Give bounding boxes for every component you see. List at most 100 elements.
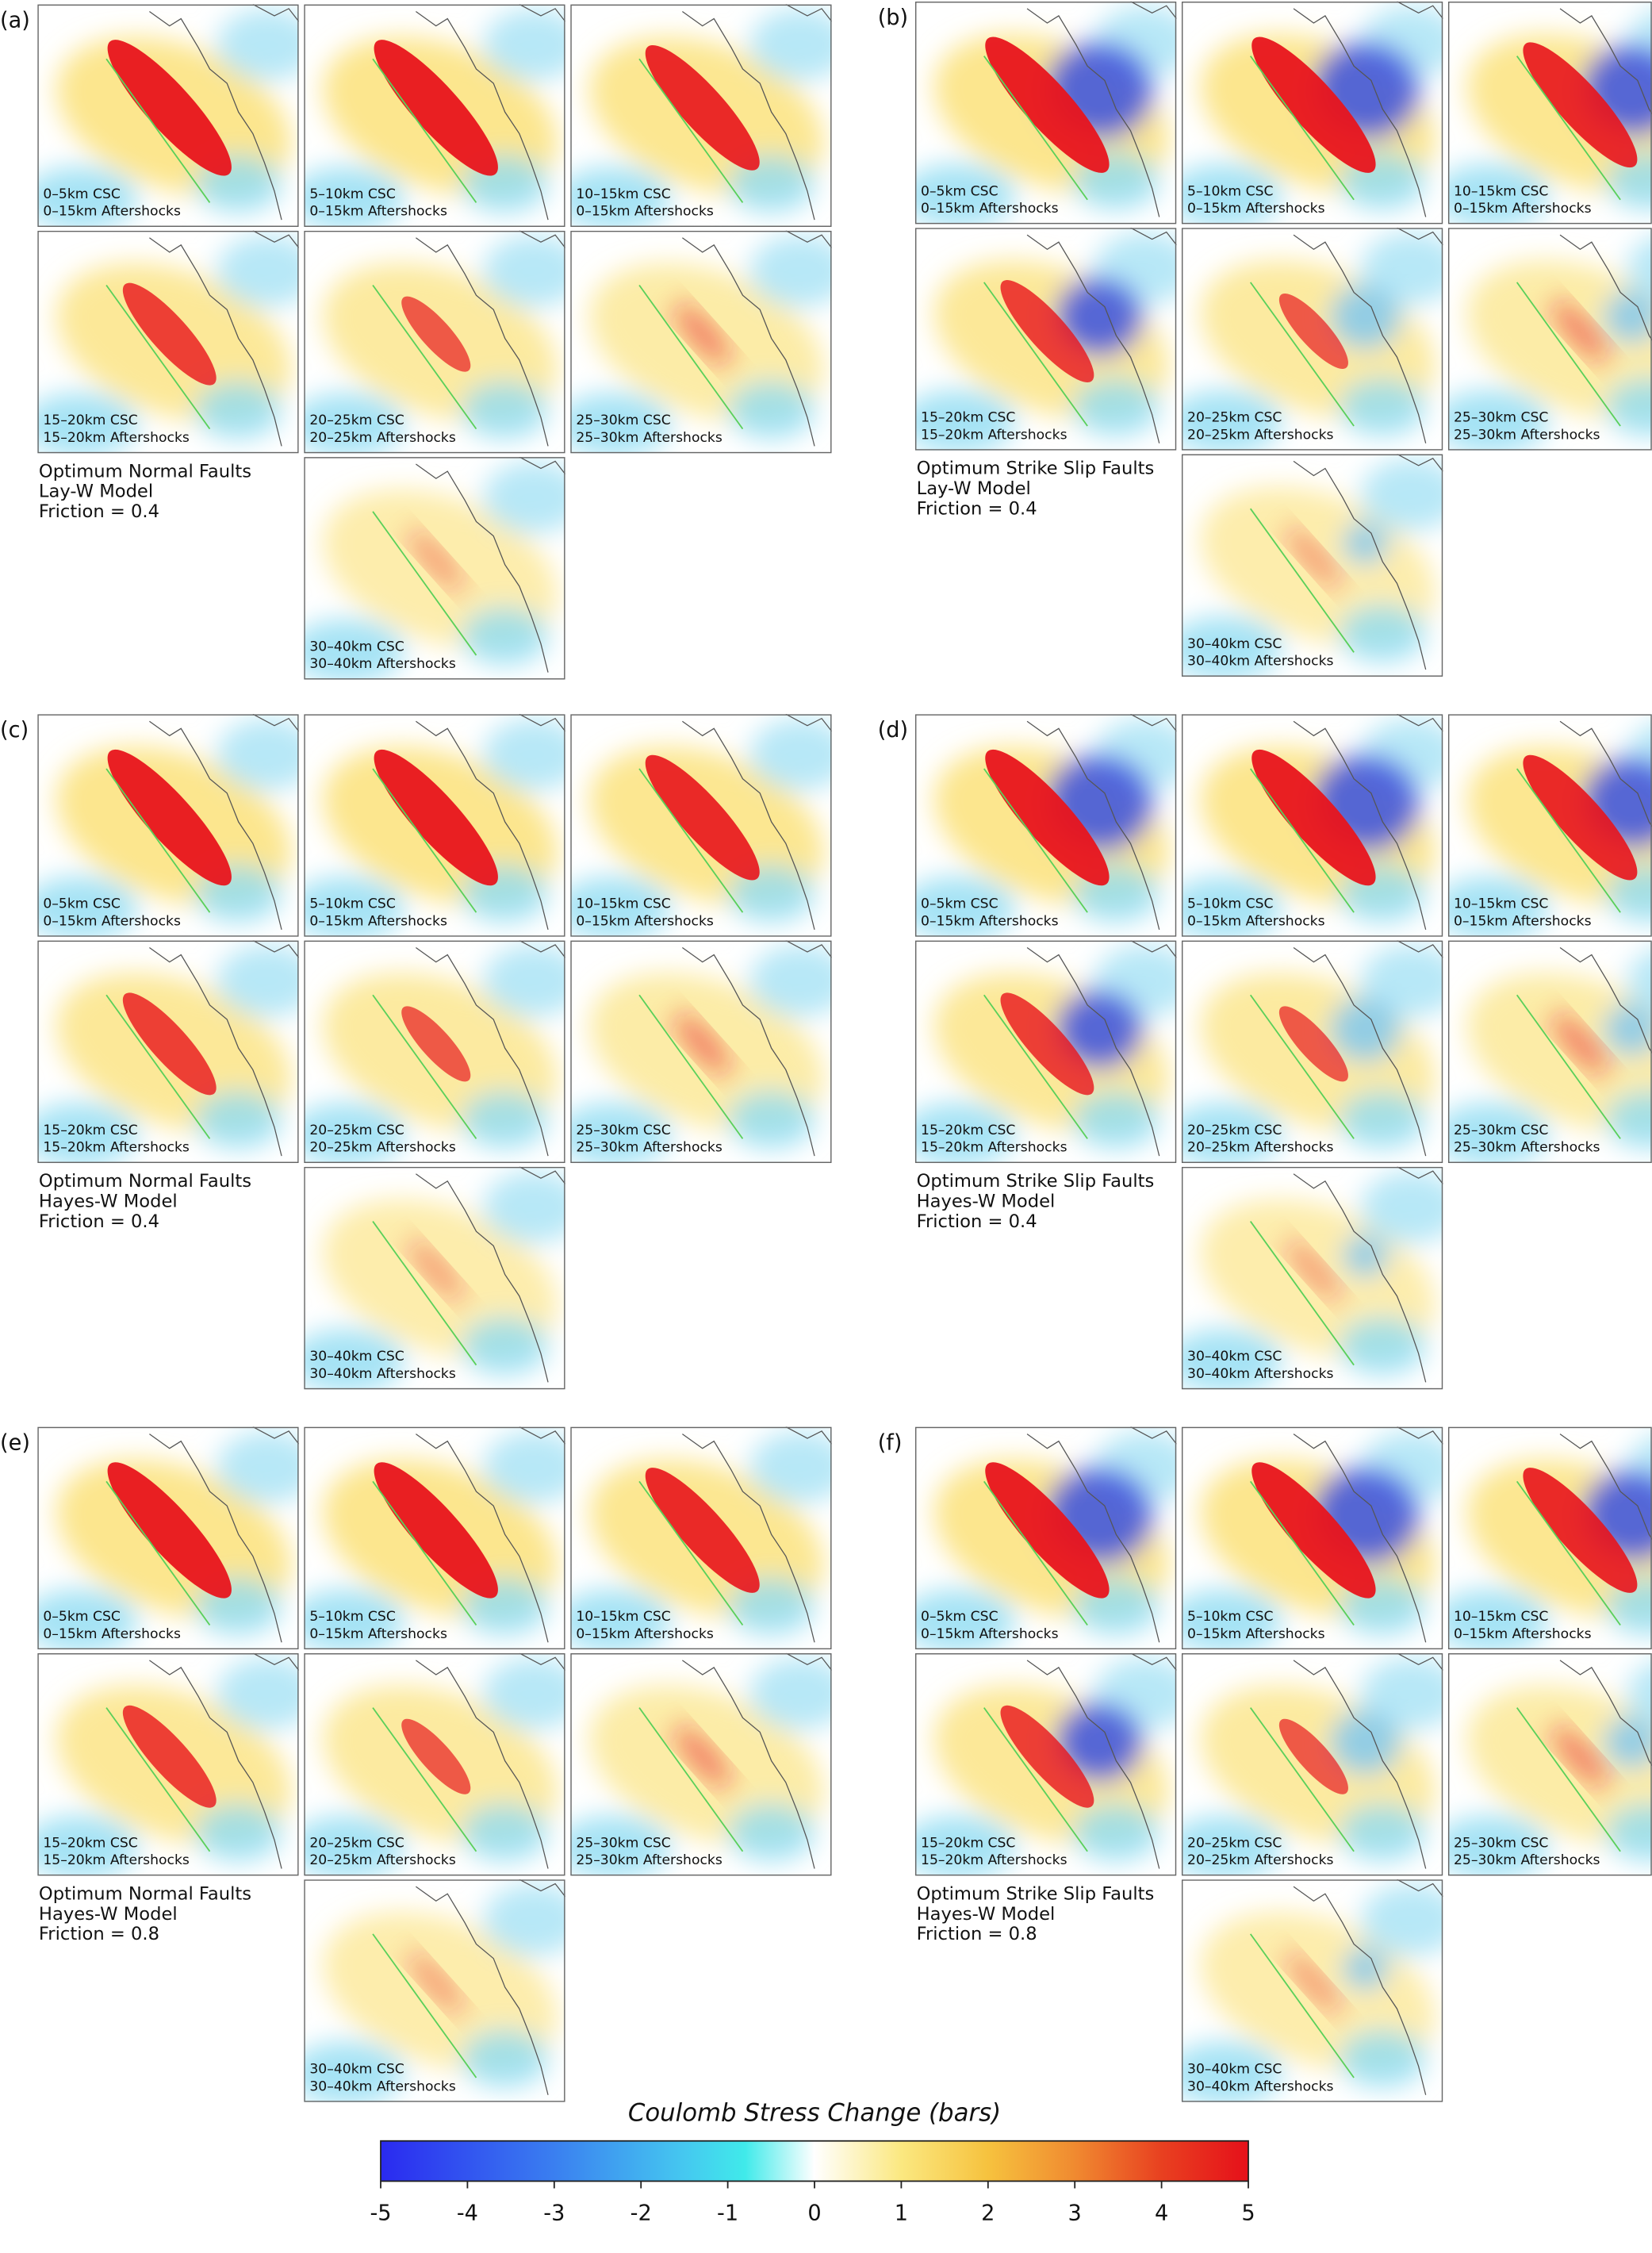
negative-lobe xyxy=(1181,390,1282,451)
negative-core xyxy=(1330,284,1401,349)
negative-lobe xyxy=(914,163,1016,225)
map-frame xyxy=(570,714,832,937)
coastline xyxy=(1397,1652,1443,1671)
map-frame xyxy=(1447,1,1652,225)
negative-lobe xyxy=(483,944,565,1017)
slip-zone xyxy=(107,40,232,176)
map: 15–20km CSC 15–20km Aftershocks xyxy=(914,940,1177,1164)
fault-trace xyxy=(983,994,1088,1139)
map-csc-label: 15–20km CSC xyxy=(43,1835,137,1851)
map-aftershock-label: 30–40km Aftershocks xyxy=(1187,654,1334,670)
coastline xyxy=(1130,228,1177,246)
negative-lobe xyxy=(1073,1091,1159,1150)
panel-caption: Friction = 0.4 xyxy=(917,498,1037,519)
slip-zone xyxy=(107,749,232,886)
fault-trace xyxy=(1249,1221,1355,1366)
panel-caption: Optimum Normal Faults xyxy=(39,1171,251,1192)
map-csc-label: 15–20km CSC xyxy=(921,1123,1015,1138)
fault-trace xyxy=(983,282,1088,427)
map-frame xyxy=(1447,714,1652,937)
map-aftershock-label: 0–15km Aftershocks xyxy=(1454,913,1592,929)
coastline xyxy=(252,1652,299,1671)
slip-zone xyxy=(374,1462,498,1599)
negative-lobe xyxy=(914,1103,1016,1164)
negative-lobe xyxy=(217,8,299,81)
colorbar-tick-label: -1 xyxy=(717,2201,738,2225)
map-csc-label: 20–25km CSC xyxy=(309,1123,404,1138)
map-csc-label: 10–15km CSC xyxy=(1454,183,1548,199)
panel-caption: Friction = 0.4 xyxy=(39,501,159,522)
coastline xyxy=(682,720,815,931)
map-aftershock-label: 25–30km Aftershocks xyxy=(576,1140,723,1156)
map-frame xyxy=(914,940,1177,1164)
coastline xyxy=(519,4,565,22)
coastline xyxy=(1026,234,1160,443)
negative-lobe xyxy=(483,1657,565,1729)
negative-lobe xyxy=(1447,1103,1549,1164)
coastline xyxy=(1397,1426,1443,1445)
map-csc-label: 20–25km CSC xyxy=(1187,410,1282,426)
fault-trace xyxy=(1249,282,1355,427)
map-frame xyxy=(304,1166,565,1390)
negative-lobe xyxy=(304,619,404,680)
colorbar-tick-label: -5 xyxy=(370,2201,391,2225)
fault-trace xyxy=(638,58,744,203)
map-aftershock-label: 30–40km Aftershocks xyxy=(309,2078,456,2094)
colorbar-tick-label: 2 xyxy=(981,2201,995,2225)
coastline xyxy=(1130,940,1177,958)
slip-zone xyxy=(374,749,498,886)
map-csc-label: 15–20km CSC xyxy=(921,410,1015,426)
map-csc-label: 20–25km CSC xyxy=(309,413,404,428)
map-frame xyxy=(304,714,565,937)
map-aftershock-label: 15–20km Aftershocks xyxy=(43,1140,190,1156)
map-frame xyxy=(304,940,565,1164)
map-frame xyxy=(304,1426,565,1650)
fault-trace xyxy=(105,994,211,1139)
negative-lobe xyxy=(1340,2030,1426,2088)
fault-trace xyxy=(372,1221,477,1366)
negative-lobe xyxy=(1627,1662,1652,1725)
negative-lobe xyxy=(1340,378,1426,436)
negative-core xyxy=(1330,1710,1401,1775)
map-aftershock-label: 0–15km Aftershocks xyxy=(576,1626,714,1642)
slip-zone xyxy=(1000,992,1094,1096)
coastline xyxy=(785,940,832,958)
fault-trace xyxy=(1516,1480,1621,1626)
negative-lobe xyxy=(483,8,565,81)
coastline xyxy=(1130,714,1177,732)
coastline xyxy=(1397,714,1443,732)
map-csc-label: 15–20km CSC xyxy=(921,1835,1015,1851)
panel-label: (e) xyxy=(0,1431,30,1456)
coastline xyxy=(416,10,549,221)
fault-trace xyxy=(1516,768,1621,913)
map-csc-label: 30–40km CSC xyxy=(309,2062,404,2078)
map-frame xyxy=(304,230,565,454)
map-csc-label: 10–15km CSC xyxy=(576,896,670,912)
map-aftershock-label: 0–15km Aftershocks xyxy=(921,201,1059,217)
negative-lobe xyxy=(304,2041,404,2102)
colorbar-tick-label: 1 xyxy=(895,2201,908,2225)
colorbar-title: Coulomb Stress Change (bars) xyxy=(628,2098,1001,2127)
negative-lobe xyxy=(483,1883,565,1956)
map-csc-label: 5–10km CSC xyxy=(309,1609,395,1625)
panel-caption: Optimum Normal Faults xyxy=(39,1883,251,1904)
slip-zone xyxy=(1286,527,1342,589)
negative-core xyxy=(1055,989,1143,1069)
map-aftershock-label: 0–15km Aftershocks xyxy=(921,913,1059,929)
panel-caption: Friction = 0.4 xyxy=(39,1211,159,1232)
slip-zone xyxy=(1523,754,1638,881)
panel-caption: Hayes-W Model xyxy=(917,1904,1056,1925)
map-aftershock-label: 0–15km Aftershocks xyxy=(1187,913,1325,929)
negative-lobe xyxy=(1627,236,1652,299)
negative-lobe xyxy=(1340,605,1426,662)
fault-trace xyxy=(1516,282,1621,427)
map-frame xyxy=(914,1426,1177,1650)
negative-lobe xyxy=(217,1430,299,1503)
map-frame xyxy=(570,230,832,454)
